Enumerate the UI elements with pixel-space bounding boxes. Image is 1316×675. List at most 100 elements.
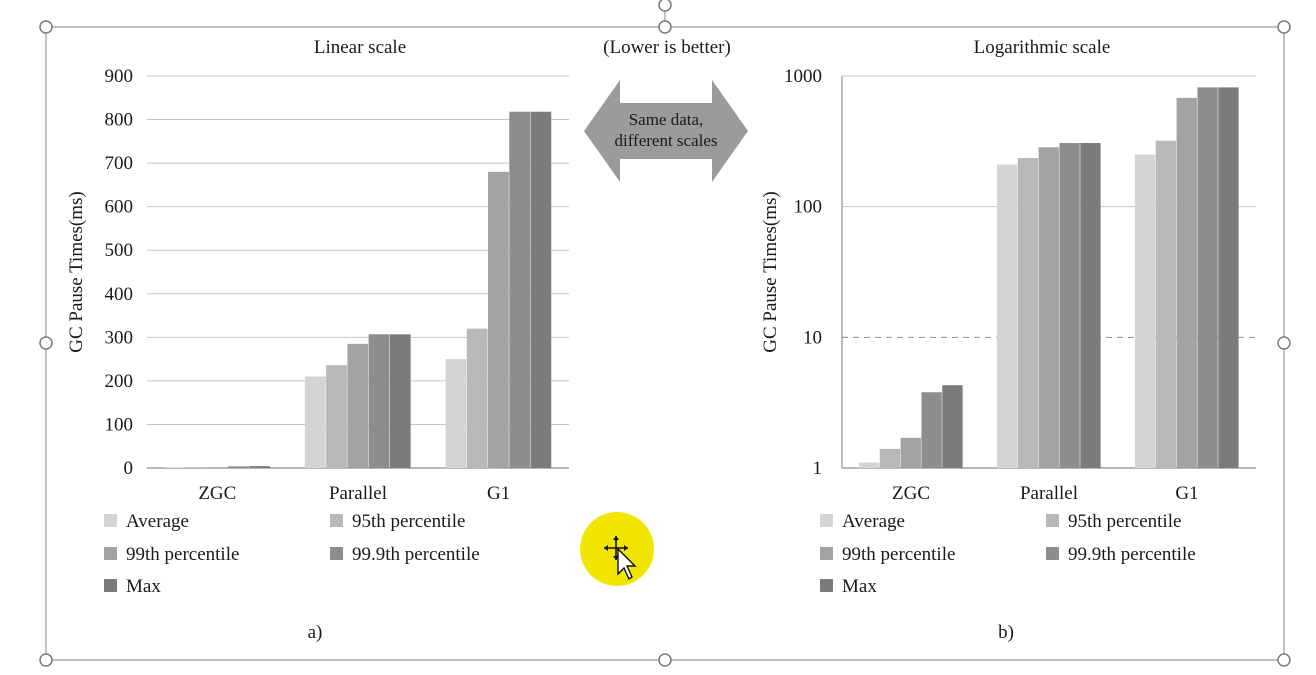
cursor-highlight [580, 512, 654, 586]
bar [858, 462, 880, 468]
bar [304, 376, 326, 468]
resize-handle-bottom-left[interactable] [39, 653, 53, 667]
bar [900, 437, 921, 468]
bar [206, 467, 228, 468]
y-tick-label: 0 [124, 458, 134, 479]
bar [185, 467, 207, 468]
legend-label: Average [126, 511, 189, 532]
legend-swatch [820, 579, 833, 592]
x-category-label: G1 [1175, 483, 1198, 504]
resize-handle-bottom-mid[interactable] [658, 653, 672, 667]
legend-item: 99th percentile [104, 544, 239, 565]
y-tick-label: 500 [105, 240, 134, 261]
x-category-label: Parallel [329, 483, 387, 504]
bar [530, 111, 552, 469]
legend-item: Max [820, 576, 877, 597]
bar [942, 385, 963, 468]
bar [1218, 87, 1239, 468]
legend-item: Average [104, 511, 189, 532]
legend-label: 99th percentile [842, 544, 955, 565]
lower-is-better-note: (Lower is better) [603, 37, 731, 58]
move-cursor-icon [604, 536, 628, 560]
legend-item: 95th percentile [330, 511, 465, 532]
x-category-label: G1 [487, 483, 510, 504]
y-tick-label: 400 [105, 284, 134, 305]
rotate-handle[interactable] [658, 0, 672, 12]
x-category-label: ZGC [892, 483, 930, 504]
y-tick-label: 600 [105, 197, 134, 218]
legend-item: 99.9th percentile [1046, 544, 1196, 565]
x-category-label: ZGC [198, 483, 236, 504]
legend-swatch [330, 514, 343, 527]
y-tick-label: 300 [105, 327, 134, 348]
bar [509, 111, 531, 469]
x-category-label: Parallel [1020, 483, 1078, 504]
legend-item: Average [820, 511, 905, 532]
arrow-label-line-1: Same data, [629, 110, 704, 129]
bar [1059, 143, 1080, 468]
bar [445, 359, 467, 468]
y-tick-label: 10 [803, 327, 822, 348]
bar [326, 365, 347, 468]
y-tick-label: 1 [813, 458, 823, 479]
resize-handle-mid-left[interactable] [39, 336, 53, 350]
legend-label: Max [842, 576, 877, 597]
legend-label: Max [126, 576, 161, 597]
bar [1038, 147, 1059, 468]
bar [1155, 140, 1177, 468]
selection-frame[interactable] [39, 0, 1291, 667]
resize-handle-top-right[interactable] [1277, 20, 1291, 34]
legend-swatch [104, 514, 117, 527]
chart-title: Logarithmic scale [974, 37, 1111, 58]
legend-item: Max [104, 576, 161, 597]
bar [1017, 157, 1039, 468]
arrow-label-line-2: different scales [614, 131, 717, 150]
resize-handle-top-left[interactable] [39, 20, 53, 34]
legend-label: 95th percentile [1068, 511, 1181, 532]
legend-item: 99th percentile [820, 544, 955, 565]
y-tick-label: 800 [105, 110, 134, 131]
resize-handle-top-mid[interactable] [658, 20, 672, 34]
chart-caption: a) [308, 622, 323, 643]
legend-swatch [1046, 547, 1059, 560]
chart-title: Linear scale [314, 37, 406, 58]
bar [488, 171, 509, 469]
bar [389, 334, 411, 468]
legend-swatch [1046, 514, 1059, 527]
bar [1080, 143, 1101, 468]
legend-swatch [820, 547, 833, 560]
bar [879, 448, 901, 468]
y-tick-label: 1000 [784, 66, 822, 87]
legend-swatch [330, 547, 343, 560]
y-tick-label: 100 [105, 414, 134, 435]
mouse-cursor [580, 512, 654, 586]
resize-handle-mid-right[interactable] [1277, 336, 1291, 350]
legend-swatch [104, 579, 117, 592]
legend-label: 99.9th percentile [352, 544, 480, 565]
y-tick-label: 200 [105, 371, 134, 392]
y-axis-label: GC Pause Times(ms) [760, 191, 781, 353]
legend-item: 95th percentile [1046, 511, 1181, 532]
legend-swatch [820, 514, 833, 527]
y-tick-label: 100 [794, 197, 823, 218]
resize-handle-bottom-right[interactable] [1277, 653, 1291, 667]
double-arrow-icon: Same data, different scales [584, 80, 748, 182]
log-scale-chart: Logarithmic scale 1 10 100 1000 GC Pause Time… [760, 37, 1256, 643]
bar [368, 334, 390, 468]
chart-caption: b) [998, 622, 1014, 643]
y-axis-label: GC Pause Times(ms) [66, 191, 87, 353]
bar [227, 466, 249, 468]
legend-label: 99th percentile [126, 544, 239, 565]
bar [466, 328, 488, 468]
bar [249, 466, 270, 468]
legend-item: 99.9th percentile [330, 544, 480, 565]
pointer-arrow-icon [617, 547, 637, 581]
y-tick-label: 700 [105, 153, 134, 174]
legend-label: 99.9th percentile [1068, 544, 1196, 565]
bar [996, 164, 1018, 468]
legend-label: Average [842, 511, 905, 532]
bar [347, 343, 369, 468]
bar [1134, 154, 1156, 468]
bar [921, 392, 942, 468]
